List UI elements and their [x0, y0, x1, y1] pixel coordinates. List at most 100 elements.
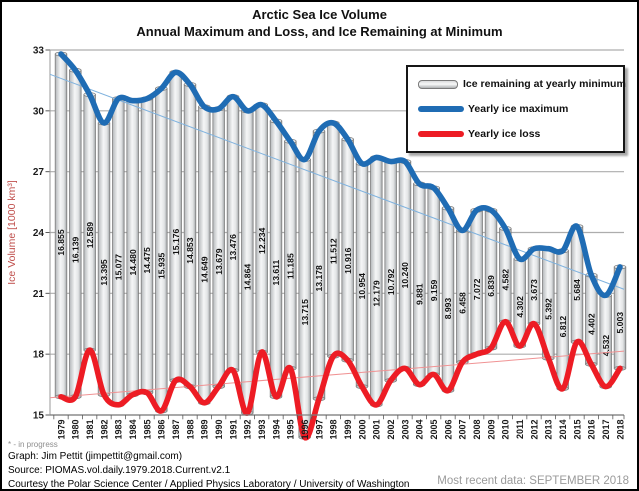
x-tick-label: 1980	[71, 420, 81, 440]
bar	[140, 98, 154, 394]
x-tick-label: 2011	[515, 420, 525, 440]
bar-label: 3.673	[529, 279, 539, 301]
legend-label-remaining: Ice remaining at yearly minimum	[463, 78, 626, 90]
bar-label: 6.812	[558, 316, 568, 338]
x-tick-label: 2003	[400, 420, 410, 440]
bar-label: 13.679	[214, 248, 224, 275]
y-tick-label: 15	[33, 411, 45, 422]
x-tick-label: 1984	[128, 420, 138, 440]
x-tick-label: 1985	[142, 420, 152, 440]
bar-label: 15.176	[171, 228, 181, 255]
bar-label: 6.839	[486, 275, 496, 297]
max-line	[58, 51, 623, 299]
x-tick-label: 2014	[558, 420, 568, 440]
bar	[54, 53, 68, 398]
y-tick-label: 21	[33, 289, 45, 300]
bar-label: 8.993	[443, 298, 453, 320]
bar-label: 4.302	[515, 296, 525, 318]
bar-label: 12.589	[85, 222, 95, 249]
x-tick-label: 1989	[200, 420, 210, 440]
bar-label: 15.077	[114, 254, 124, 281]
legend-item-maximum: Yearly ice maximum	[418, 100, 613, 118]
bar	[69, 69, 82, 398]
legend-label-loss: Yearly ice loss	[468, 128, 541, 140]
x-tick-label: 2002	[386, 420, 396, 440]
loss-line	[58, 318, 623, 441]
bar	[198, 106, 211, 404]
legend-max-line-icon	[418, 106, 464, 112]
y-tick-label: 33	[33, 46, 45, 57]
bar-label: 11.185	[286, 253, 296, 279]
bar-label: 10.954	[357, 273, 367, 300]
x-tick-label: 2015	[572, 420, 582, 440]
chart-subtitle: Annual Maximum and Loss, and Ice Remaini…	[136, 24, 503, 39]
x-tick-label: 1999	[343, 420, 353, 440]
bar-label: 5.392	[544, 298, 554, 320]
bar-label: 4.582	[501, 269, 511, 291]
bar-label: 5.684	[572, 279, 582, 301]
bar-label: 6.458	[458, 292, 468, 314]
bar-label: 15.935	[157, 253, 167, 280]
bar	[155, 88, 168, 412]
x-tick-label: 1987	[171, 420, 181, 440]
x-tick-label: 1988	[185, 420, 195, 440]
y-tick-label: 27	[33, 167, 45, 178]
x-tick-label: 1997	[314, 420, 324, 440]
x-tick-label: 1995	[286, 420, 296, 440]
x-tick-label: 2012	[529, 420, 539, 440]
bar-label: 10.916	[343, 247, 353, 274]
bar-label: 14.864	[243, 264, 253, 291]
x-tick-label: 1996	[300, 420, 310, 440]
x-tick-label: 2018	[615, 420, 625, 440]
bar-label: 12.234	[257, 227, 267, 254]
bar-label: 14.853	[185, 237, 195, 264]
footer-source: Source: PIOMAS.vol.daily.1979.2018.Curre…	[8, 465, 231, 476]
x-tick-label: 2004	[415, 420, 425, 440]
bar-label: 13.178	[314, 265, 324, 292]
x-tick-label: 1979	[56, 420, 66, 440]
footnote-in-progress: * - in progress	[8, 440, 58, 449]
bar	[226, 96, 240, 371]
x-tick-label: 2001	[372, 420, 382, 440]
chart-title: Arctic Sea Ice Volume	[252, 7, 387, 22]
bar-label: 16.139	[71, 236, 81, 263]
x-tick-label: 2007	[458, 420, 468, 440]
bar-label: 4.402	[587, 313, 597, 335]
legend-bar-swatch-icon	[418, 79, 458, 89]
bar-label: 14.649	[200, 256, 210, 283]
x-tick-label: 1993	[257, 420, 267, 440]
legend: Ice remaining at yearly minimum Yearly i…	[406, 65, 626, 153]
x-tick-label: 1992	[243, 420, 253, 440]
bar	[269, 120, 283, 398]
footer-most-recent-data: Most recent data: SEPTEMBER 2018	[437, 475, 629, 487]
x-tick-label: 2013	[544, 420, 554, 440]
x-tick-label: 1991	[228, 420, 238, 440]
y-tick-label: 24	[33, 228, 45, 239]
bar-label: 9.159	[429, 280, 439, 302]
bar-label: 14.480	[128, 249, 138, 276]
bar	[126, 100, 139, 396]
bar	[169, 71, 182, 381]
x-tick-label: 2006	[443, 420, 453, 440]
legend-item-remaining: Ice remaining at yearly minimum	[418, 75, 626, 93]
bar-label: 11.512	[329, 238, 339, 264]
bar-label: 13.395	[99, 259, 109, 286]
bar-label: 13.476	[228, 234, 238, 261]
x-tick-label: 1983	[114, 420, 124, 440]
x-tick-label: 2010	[501, 420, 511, 440]
bar-label: 14.475	[142, 247, 152, 274]
footer-courtesy: Courtesy the Polar Science Center / Appl…	[8, 479, 410, 490]
x-tick-label: 1981	[85, 420, 95, 440]
bar	[241, 110, 254, 414]
bar-label: 10.792	[386, 269, 396, 296]
bar-label: 7.072	[472, 278, 482, 300]
x-tick-label: 1990	[214, 420, 224, 440]
legend-loss-line-icon	[418, 131, 464, 137]
legend-item-loss: Yearly ice loss	[418, 125, 613, 143]
x-tick-label: 2008	[472, 420, 482, 440]
bar	[312, 130, 326, 400]
x-tick-label: 1982	[99, 420, 109, 440]
y-tick-label: 30	[33, 106, 45, 117]
x-tick-label: 2005	[429, 420, 439, 440]
